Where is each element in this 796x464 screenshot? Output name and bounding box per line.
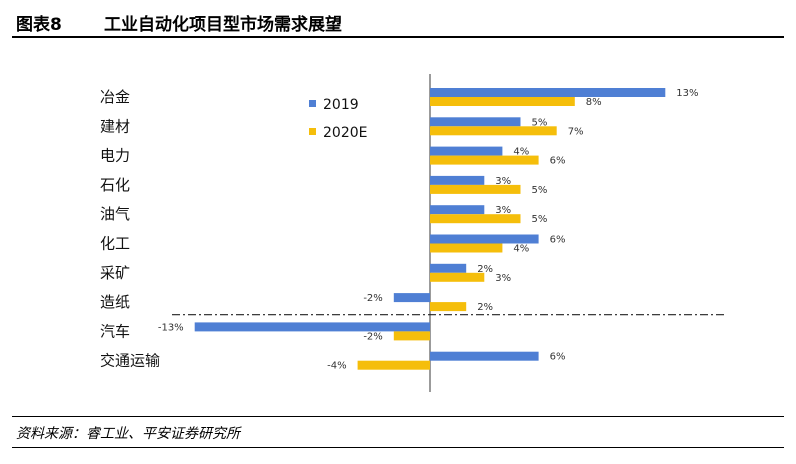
data-label: 5% (532, 117, 548, 128)
figure-footer: 资料来源：睿工业、平安证券研究所 (12, 416, 784, 448)
data-label: -2% (363, 293, 382, 304)
bar-2019 (194, 322, 430, 332)
data-label: 8% (586, 97, 602, 108)
data-label: 2% (477, 264, 493, 275)
legend-swatch-2020e (309, 128, 316, 135)
bar-2019 (430, 175, 485, 185)
data-label: 6% (550, 352, 566, 363)
bar-2020e (357, 360, 430, 370)
data-label: 5% (532, 185, 548, 196)
data-label: 6% (550, 156, 566, 167)
figure-header: 图表8 工业自动化项目型市场需求展望 (12, 6, 784, 38)
bar-2020e (430, 272, 485, 282)
bar-2020e (430, 97, 575, 106)
category-label: 电力 (100, 147, 130, 165)
legend-label-2019: 2019 (323, 97, 359, 113)
data-label: 7% (568, 126, 584, 137)
bar-2020e (393, 331, 430, 341)
legend: 2019 2020E (309, 97, 367, 141)
bar-2019 (430, 351, 539, 361)
bar-2020e (430, 243, 503, 253)
bar-2019 (393, 293, 430, 303)
data-label: -2% (363, 331, 382, 342)
bar-2020e (430, 214, 521, 224)
category-label: 采矿 (100, 264, 130, 282)
figure-number: 图表8 (16, 15, 62, 35)
category-label: 汽车 (100, 322, 130, 340)
category-label: 造纸 (100, 293, 130, 311)
data-label: 4% (513, 147, 529, 158)
bar-2019 (430, 117, 521, 127)
legend-label-2020e: 2020E (323, 125, 367, 141)
data-label: -4% (327, 361, 346, 372)
category-label: 冶金 (100, 88, 130, 106)
bar-2020e (430, 184, 521, 194)
bar-2019 (430, 88, 666, 97)
data-label: 13% (676, 88, 698, 99)
bar-2020e (430, 155, 539, 165)
bar-2019 (430, 263, 467, 273)
data-label: 3% (495, 176, 511, 187)
bar-2019 (430, 234, 539, 244)
data-label: 2% (477, 302, 493, 313)
data-label: 6% (550, 235, 566, 246)
data-label: -13% (158, 322, 184, 333)
category-label: 化工 (100, 235, 130, 253)
source-note: 资料来源：睿工业、平安证券研究所 (16, 426, 240, 442)
bar-2020e (430, 302, 467, 312)
bar-2020e (430, 126, 557, 136)
data-label: 4% (513, 244, 529, 255)
data-label: 3% (495, 273, 511, 284)
bar-2019 (430, 205, 485, 215)
data-label: 3% (495, 205, 511, 216)
category-label: 石化 (100, 176, 130, 194)
data-label: 5% (532, 214, 548, 225)
bars-group: 冶金 13% 8% 建材 5% 7% 电力 4% 6% 石化 3% 5% 油气 3% 5% 化工 6% 4% 采矿 2… (100, 88, 699, 372)
category-label: 油气 (100, 205, 130, 223)
bar-2019 (430, 146, 503, 156)
category-label: 建材 (100, 117, 130, 135)
category-label: 交通运输 (100, 352, 160, 370)
figure-title: 工业自动化项目型市场需求展望 (104, 15, 342, 35)
legend-swatch-2019 (309, 100, 316, 107)
